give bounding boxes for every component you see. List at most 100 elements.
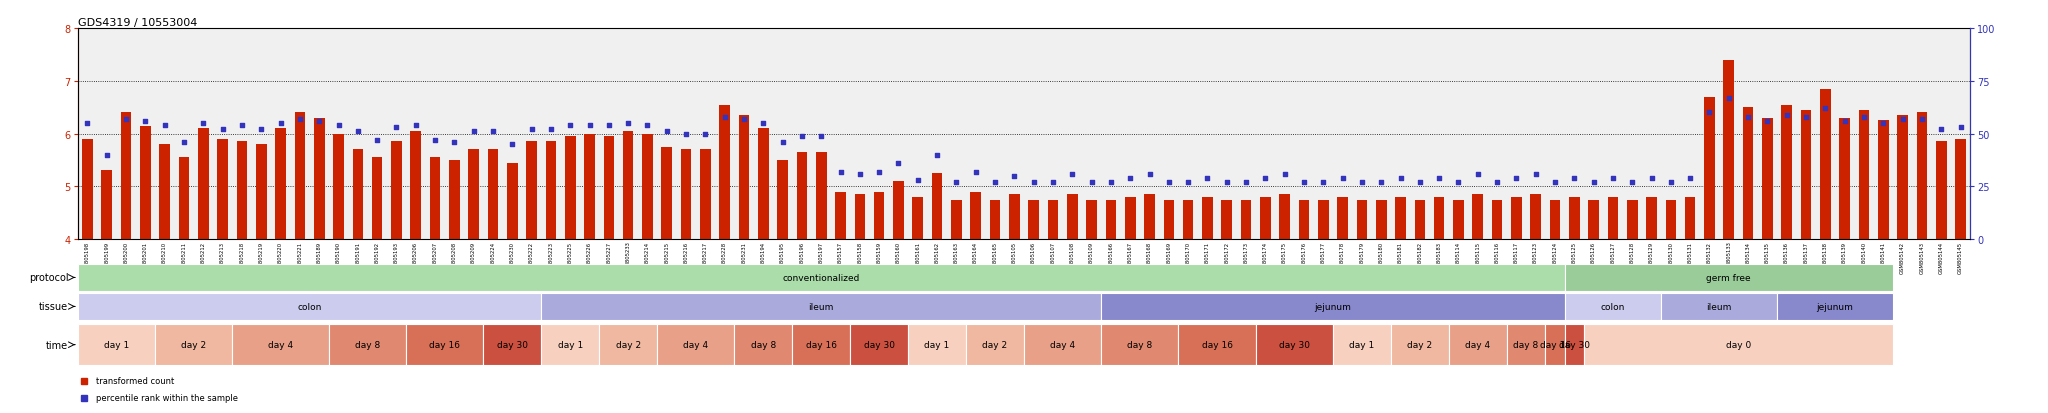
Point [844,171,877,178]
Point [805,133,838,140]
Point [883,160,915,167]
Point [246,127,279,133]
Text: day 4: day 4 [268,340,293,349]
Bar [604,137,614,240]
Point [1346,179,1378,186]
Bar [1724,61,1735,240]
Point [631,123,664,129]
Bar [874,192,885,240]
Bar [1583,324,1892,366]
Point [381,125,414,131]
Bar [199,129,209,240]
Text: GDS4319 / 10553004: GDS4319 / 10553004 [78,18,197,28]
Point [1616,179,1649,186]
Point [1925,127,1958,133]
Bar [1661,293,1778,320]
Bar [1255,324,1333,366]
Point [727,116,760,123]
Bar [1491,200,1503,240]
Bar [913,197,924,240]
Bar [78,264,1565,291]
Point [496,141,528,148]
Text: day 2: day 2 [983,340,1008,349]
Bar [1565,324,1583,366]
Bar [1221,200,1233,240]
Text: day 8: day 8 [1126,340,1153,349]
Point [901,177,934,184]
Bar [78,293,541,320]
Bar [907,324,967,366]
Point [1094,179,1126,186]
Point [1423,175,1456,182]
Point [592,123,625,129]
Point [862,169,895,176]
Bar [1530,195,1540,240]
Point [516,127,549,133]
Point [1018,179,1051,186]
Point [1384,175,1417,182]
Point [207,127,240,133]
Bar [836,192,846,240]
Point [1634,175,1667,182]
Point [322,123,354,129]
Bar [1376,200,1386,240]
Text: day 30: day 30 [1278,340,1311,349]
Point [283,116,315,123]
Point [1481,179,1513,186]
Bar [1280,195,1290,240]
Point [1307,179,1339,186]
Text: ileum: ileum [1706,302,1733,311]
Bar [1860,111,1870,240]
Bar [469,150,479,240]
Bar [178,158,188,240]
Bar [1782,105,1792,240]
Bar [700,150,711,240]
Bar [1647,197,1657,240]
Text: day 8: day 8 [354,340,381,349]
Text: germ free: germ free [1706,273,1751,282]
Bar [793,324,850,366]
Bar [1085,200,1098,240]
Bar [313,119,324,240]
Bar [1319,200,1329,240]
Point [1210,179,1243,186]
Bar [1395,197,1405,240]
Bar [1337,197,1348,240]
Bar [1743,108,1753,240]
Bar [1956,140,1966,240]
Bar [1917,113,1927,240]
Bar [334,134,344,240]
Bar [1102,293,1565,320]
Bar [231,324,330,366]
Bar [1106,200,1116,240]
Bar [410,132,422,240]
Bar [584,134,594,240]
Bar [352,150,362,240]
Bar [541,324,600,366]
Point [264,121,297,127]
Point [1751,118,1784,125]
Bar [391,142,401,240]
Bar [735,324,793,366]
Bar [1024,324,1102,366]
Bar [815,153,827,240]
Text: jejunum: jejunum [1817,302,1853,311]
Point [1249,175,1282,182]
Point [823,169,856,176]
Point [1868,121,1901,127]
Point [1288,179,1321,186]
Point [1057,171,1090,178]
Point [186,121,219,127]
Bar [1839,119,1849,240]
Text: percentile rank within the sample: percentile rank within the sample [96,393,238,402]
Point [1808,106,1841,112]
Point [1075,179,1108,186]
Text: day 16: day 16 [1202,340,1233,349]
Bar [662,147,672,240]
Bar [1163,200,1174,240]
Bar [1550,200,1561,240]
Bar [850,324,907,366]
Bar [1178,324,1255,366]
Text: transformed count: transformed count [96,377,174,385]
Text: day 1: day 1 [924,340,950,349]
